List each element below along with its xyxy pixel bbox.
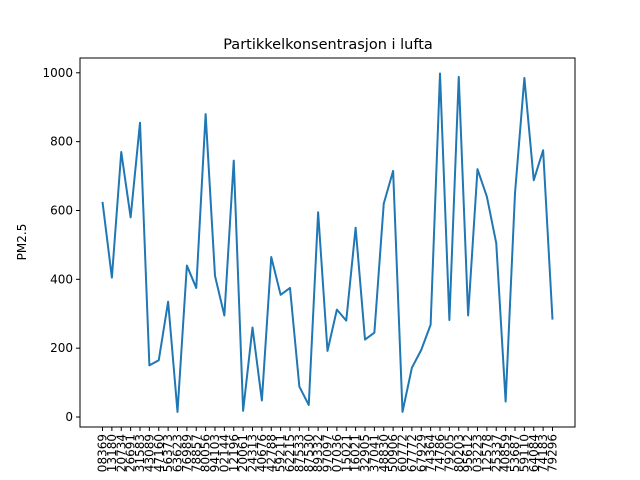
- x-tick-label: 13180: [105, 434, 119, 472]
- x-tick-label: 67772: [405, 434, 419, 472]
- x-tick-label: 42788: [264, 434, 278, 472]
- x-tick-label: 74183: [536, 434, 550, 472]
- x-tick-label: 60772: [396, 434, 410, 472]
- x-tick-label: 47160: [152, 434, 166, 472]
- x-tick-label: 03223: [471, 434, 485, 472]
- x-tick-label: 95612: [461, 434, 475, 472]
- x-tick-label: 80203: [452, 434, 466, 472]
- y-axis-label: PM2.5: [15, 224, 29, 261]
- y-tick-label: 1000: [42, 66, 73, 80]
- x-tick-label: 40676: [255, 434, 269, 472]
- x-tick-label: 63623: [171, 434, 185, 472]
- x-tick-label: 79296: [546, 434, 560, 472]
- x-tick-label: 24313: [246, 434, 260, 472]
- x-tick-label: 74786: [433, 434, 447, 472]
- x-tick-label: 15021: [339, 434, 353, 472]
- x-tick-label: 08369: [96, 434, 110, 472]
- x-tick-label: 74364: [424, 434, 438, 472]
- x-tick-label: 59110: [517, 434, 531, 472]
- x-tick-label: 94103: [208, 434, 222, 472]
- x-tick-label: 89332: [311, 434, 325, 472]
- x-tick-label: 40859: [499, 434, 513, 472]
- x-tick-label: 64084: [527, 434, 541, 472]
- x-tick-label: 20061: [236, 434, 250, 472]
- x-tick-label: 26691: [124, 434, 138, 472]
- x-tick-label: 12578: [480, 434, 494, 472]
- x-tick-label: 31583: [133, 434, 147, 472]
- x-tick-label: 48830: [377, 434, 391, 472]
- x-tick-label: 53687: [508, 434, 522, 472]
- x-tick-label: 87533: [292, 434, 306, 472]
- x-tick-label: 62215: [283, 434, 297, 472]
- x-tick-label: 79205: [442, 434, 456, 472]
- x-tick-label: 16021: [349, 434, 363, 472]
- x-tick-label: 50906: [386, 434, 400, 472]
- x-tick-label: 32905: [358, 434, 372, 472]
- y-tick-label: 400: [50, 272, 73, 286]
- x-tick-label: 76989: [180, 434, 194, 472]
- x-tick-label: 02144: [217, 434, 231, 472]
- line: [101, 72, 554, 413]
- x-tick-label: 43089: [142, 434, 156, 472]
- x-tick-label: 07036: [330, 434, 344, 472]
- chart-title: Partikkelkonsentrasjon i lufta: [223, 37, 433, 53]
- y-tick-label: 200: [50, 341, 73, 355]
- x-tick-label: 37041: [367, 434, 381, 472]
- x-tick-label: 20734: [114, 434, 128, 472]
- y-tick-label: 600: [50, 203, 73, 217]
- x-tick-label: 67929: [414, 434, 428, 472]
- y-tick-label: 0: [65, 410, 73, 424]
- x-tick-label: 12196: [227, 434, 241, 472]
- y-tick-label: 800: [50, 135, 73, 149]
- x-tick-label: 80056: [199, 434, 213, 472]
- x-tick-label: 78857: [189, 434, 203, 472]
- x-tick-label: 56373: [161, 434, 175, 472]
- x-tick-label: 25337: [489, 434, 503, 472]
- x-tick-label: 87530: [302, 434, 316, 472]
- plot-frame: [79, 57, 576, 428]
- x-tick-label: 59211: [274, 434, 288, 472]
- x-tick-label: 97097: [321, 434, 335, 472]
